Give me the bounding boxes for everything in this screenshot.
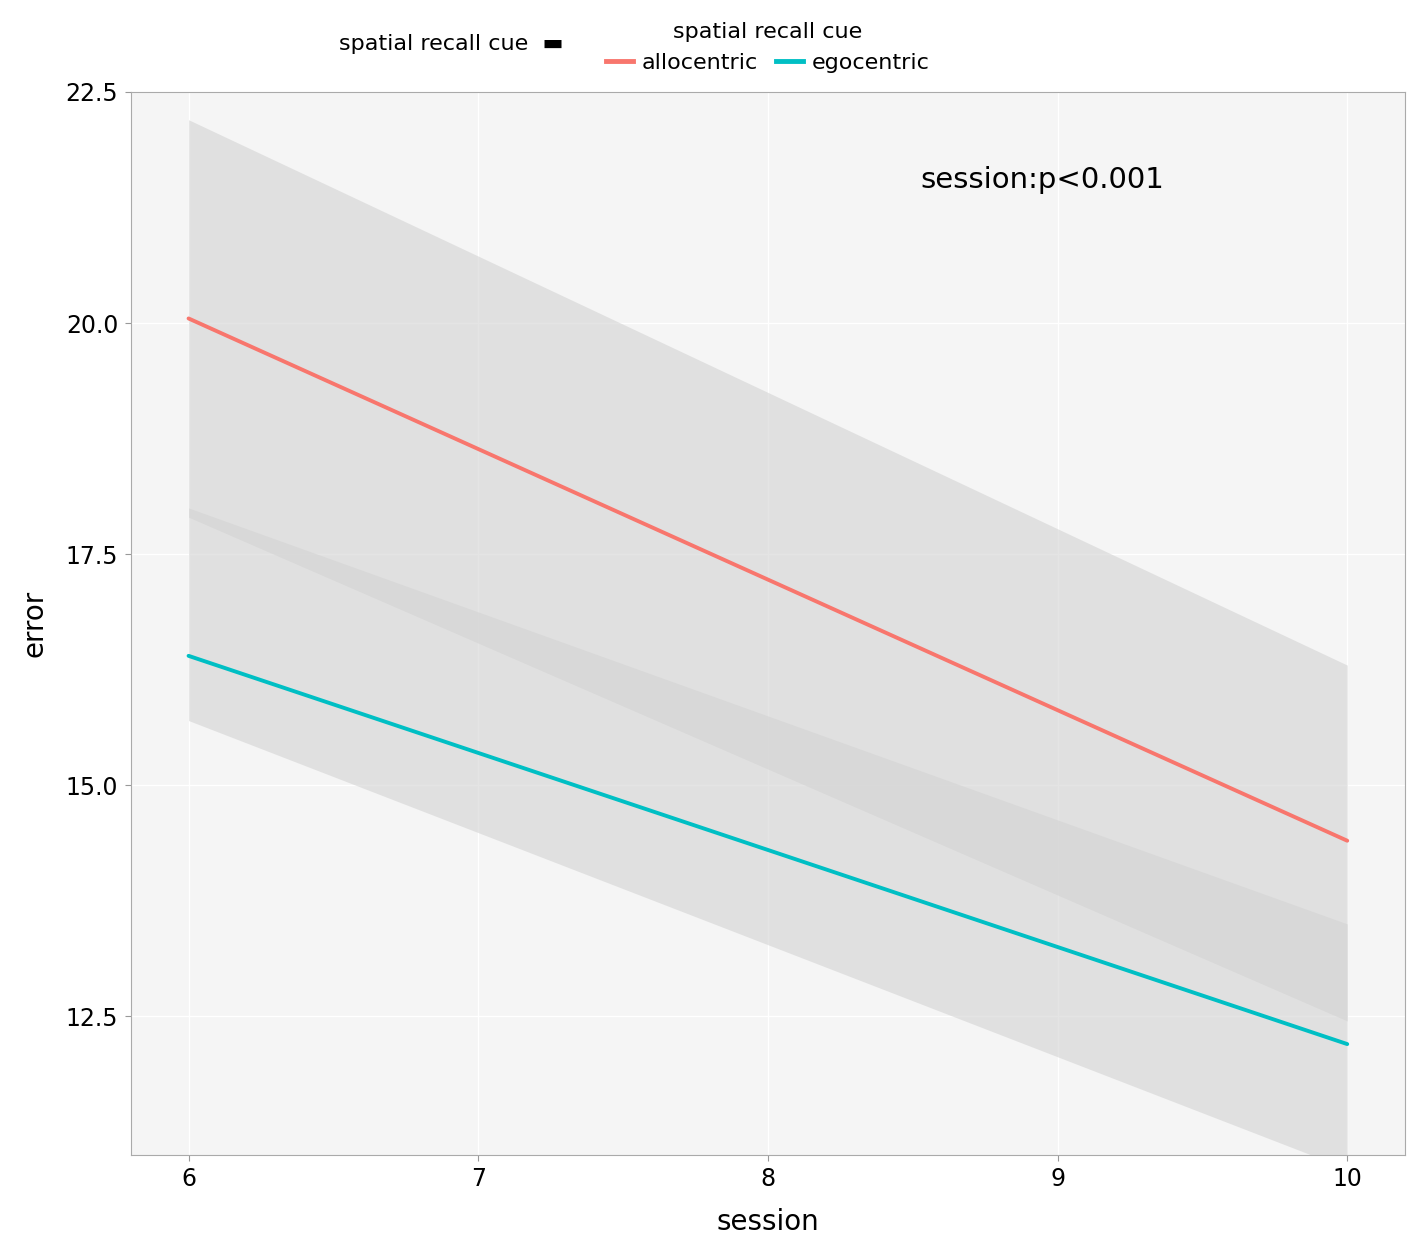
Text: session:p<0.001: session:p<0.001: [921, 166, 1165, 195]
X-axis label: session: session: [716, 1208, 820, 1236]
Legend: allocentric, egocentric: allocentric, egocentric: [597, 13, 938, 82]
Y-axis label: error: error: [21, 590, 48, 657]
Text: spatial recall cue  ▬: spatial recall cue ▬: [339, 34, 563, 54]
